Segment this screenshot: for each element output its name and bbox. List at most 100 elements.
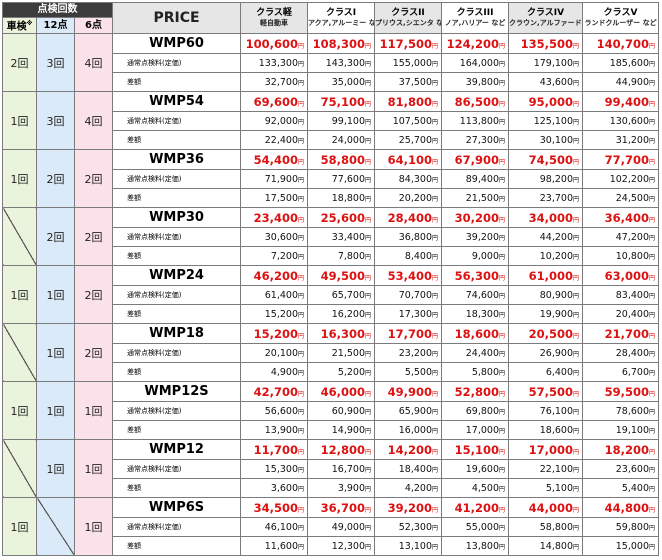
difference-amount: 18,800円	[307, 188, 376, 209]
plan-price-value: 15,100	[454, 442, 500, 457]
plan-model-name: WMP54	[112, 91, 242, 113]
class-header-3: クラスIII ノア,ハリアー など	[441, 1, 510, 35]
inspection-price-value: 56,600	[264, 405, 299, 417]
yen-unit: 円	[573, 118, 580, 126]
yen-unit: 円	[432, 390, 439, 398]
yen-unit: 円	[649, 543, 656, 551]
yen-unit: 円	[499, 253, 506, 261]
inspection-price-value: 99,100	[331, 115, 366, 127]
plan-model-name: WMP60	[112, 33, 242, 55]
inspection-price: 56,600円	[240, 401, 309, 422]
yen-unit: 円	[298, 176, 305, 184]
yen-unit: 円	[649, 350, 656, 358]
yen-unit: 円	[365, 332, 372, 340]
difference-amount: 23,700円	[508, 188, 584, 209]
inspection-price-value: 19,600	[465, 463, 500, 475]
difference-amount-value: 24,000	[331, 134, 366, 146]
plan-price-value: 30,200	[454, 210, 500, 225]
plan-price-value: 28,400	[387, 210, 433, 225]
plan-price-value: 117,500	[379, 36, 433, 51]
inspection-price: 113,800円	[441, 111, 510, 132]
plan-row: 2回 3回 4回 WMP60 100,600円 108,300円 117,500円 124,2…	[2, 33, 660, 93]
inspection-price: 23,200円	[374, 343, 443, 364]
yen-unit: 円	[298, 332, 305, 340]
inspection-price-value: 83,400	[615, 289, 650, 301]
difference-amount-value: 12,300	[331, 540, 366, 552]
yen-unit: 円	[432, 100, 439, 108]
inspection-price: 83,400円	[582, 285, 660, 306]
inspection-price-value: 15,300	[264, 463, 299, 475]
yen-unit: 円	[573, 524, 580, 532]
inspection-price-value: 84,300	[398, 173, 433, 185]
inspection-price-value: 78,600	[615, 405, 650, 417]
inspection-row: 通常点検料(定価) 20,100円 21,500円 23,200円 24,400円 26,…	[3, 343, 660, 364]
plan-price-value: 39,200	[387, 500, 433, 515]
yen-unit: 円	[649, 234, 656, 242]
difference-amount-value: 22,400	[264, 134, 299, 146]
difference-amount-value: 24,500	[615, 192, 650, 204]
plan-price: 46,200円	[240, 265, 309, 287]
inspection-price-value: 98,200	[539, 173, 574, 185]
n6-count-cell: 2回	[73, 149, 114, 209]
difference-amount-value: 4,500	[471, 482, 500, 494]
difference-label: 差額	[112, 188, 242, 209]
yen-unit: 円	[432, 448, 439, 456]
yen-unit: 円	[432, 332, 439, 340]
yen-unit: 円	[499, 195, 506, 203]
inspection-price: 36,800円	[374, 227, 443, 248]
yen-unit: 円	[298, 253, 305, 261]
yen-unit: 円	[432, 350, 439, 358]
six-point-header: 6点	[73, 16, 114, 35]
inspection-price: 58,800円	[508, 517, 584, 538]
difference-amount-value: 43,600	[539, 76, 574, 88]
yen-unit: 円	[365, 369, 372, 377]
n6-count-cell: 2回	[73, 265, 114, 325]
plan-price-value: 23,400	[253, 210, 299, 225]
plan-price: 56,300円	[441, 265, 510, 287]
plan-price-value: 18,600	[454, 326, 500, 341]
difference-amount: 17,000円	[441, 420, 510, 441]
yen-unit: 円	[499, 543, 506, 551]
yen-unit: 円	[499, 332, 506, 340]
inspection-price: 125,100円	[508, 111, 584, 132]
inspection-row: 通常点検料(定価) 92,000円 99,100円 107,500円 113,800円 1…	[3, 111, 660, 132]
yen-unit: 円	[573, 137, 580, 145]
yen-unit: 円	[499, 485, 506, 493]
inspection-price: 49,000円	[307, 517, 376, 538]
inspection-price: 24,400円	[441, 343, 510, 364]
yen-unit: 円	[432, 234, 439, 242]
inspection-price-value: 76,100	[539, 405, 574, 417]
yen-unit: 円	[573, 350, 580, 358]
yen-unit: 円	[649, 524, 656, 532]
difference-amount-value: 3,900	[337, 482, 366, 494]
difference-amount-value: 9,000	[471, 250, 500, 262]
yen-unit: 円	[365, 274, 372, 282]
plan-price-value: 95,000	[528, 94, 574, 109]
yen-unit: 円	[365, 234, 372, 242]
yen-unit: 円	[499, 369, 506, 377]
difference-amount: 16,200円	[307, 304, 376, 325]
plan-price: 100,600円	[240, 33, 309, 55]
difference-amount-value: 13,800	[465, 540, 500, 552]
yen-unit: 円	[499, 311, 506, 319]
yen-unit: 円	[573, 60, 580, 68]
plan-price: 17,000円	[508, 439, 584, 461]
inspection-price: 185,600円	[582, 53, 660, 74]
inspection-price-value: 61,400	[264, 289, 299, 301]
inspection-price-value: 155,000	[392, 57, 433, 69]
difference-amount: 30,100円	[508, 130, 584, 151]
difference-amount-value: 31,200	[615, 134, 650, 146]
yen-unit: 円	[298, 216, 305, 224]
yen-unit: 円	[432, 524, 439, 532]
inspection-price: 65,900円	[374, 401, 443, 422]
inspection-price-value: 71,900	[264, 173, 299, 185]
difference-amount: 17,500円	[240, 188, 309, 209]
plan-price-value: 11,700	[253, 442, 299, 457]
inspection-price-value: 164,000	[459, 57, 500, 69]
difference-amount: 11,600円	[240, 536, 309, 557]
plan-price: 42,700円	[240, 381, 309, 403]
inspection-price-value: 65,700	[331, 289, 366, 301]
inspection-price: 78,600円	[582, 401, 660, 422]
difference-amount-value: 19,100	[615, 424, 650, 436]
yen-unit: 円	[573, 216, 580, 224]
